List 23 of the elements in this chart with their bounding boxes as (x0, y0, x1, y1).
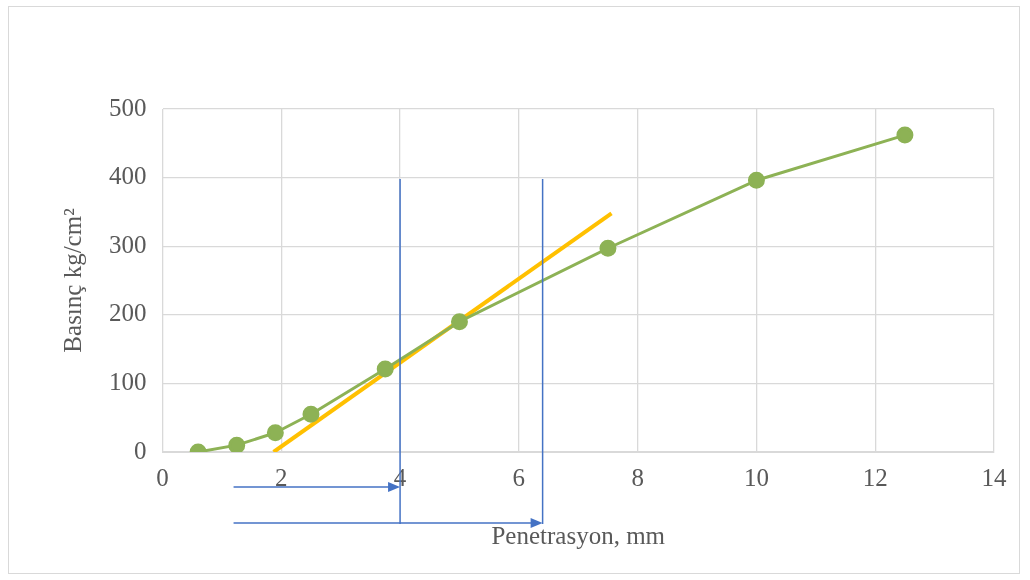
y-axis-title: Basınç kg/cm² (58, 208, 86, 353)
point (450, 313, 468, 331)
point (376, 360, 394, 378)
y-tick-label: 400 (109, 162, 147, 190)
x-axis-title: Penetrasyon, mm (491, 521, 666, 549)
x-tick-label: 0 (156, 463, 169, 491)
x-tick-label: 2 (275, 463, 288, 491)
y-tick-label: 0 (134, 436, 147, 464)
y-tick-label: 100 (109, 367, 147, 395)
y-tick-label: 500 (109, 93, 147, 121)
point (896, 126, 914, 144)
x-tick-label: 12 (862, 463, 888, 491)
y-tick-label: 200 (109, 299, 147, 327)
point (228, 436, 246, 452)
point (266, 424, 284, 442)
point (747, 171, 765, 189)
point (599, 239, 617, 257)
y-tick-label: 300 (109, 230, 147, 258)
x-tick-label: 6 (512, 463, 526, 491)
point (302, 405, 320, 423)
x-tick-label: 8 (631, 463, 644, 491)
x-tick-label: 10 (743, 463, 769, 491)
x-tick-label: 14 (981, 463, 1007, 491)
